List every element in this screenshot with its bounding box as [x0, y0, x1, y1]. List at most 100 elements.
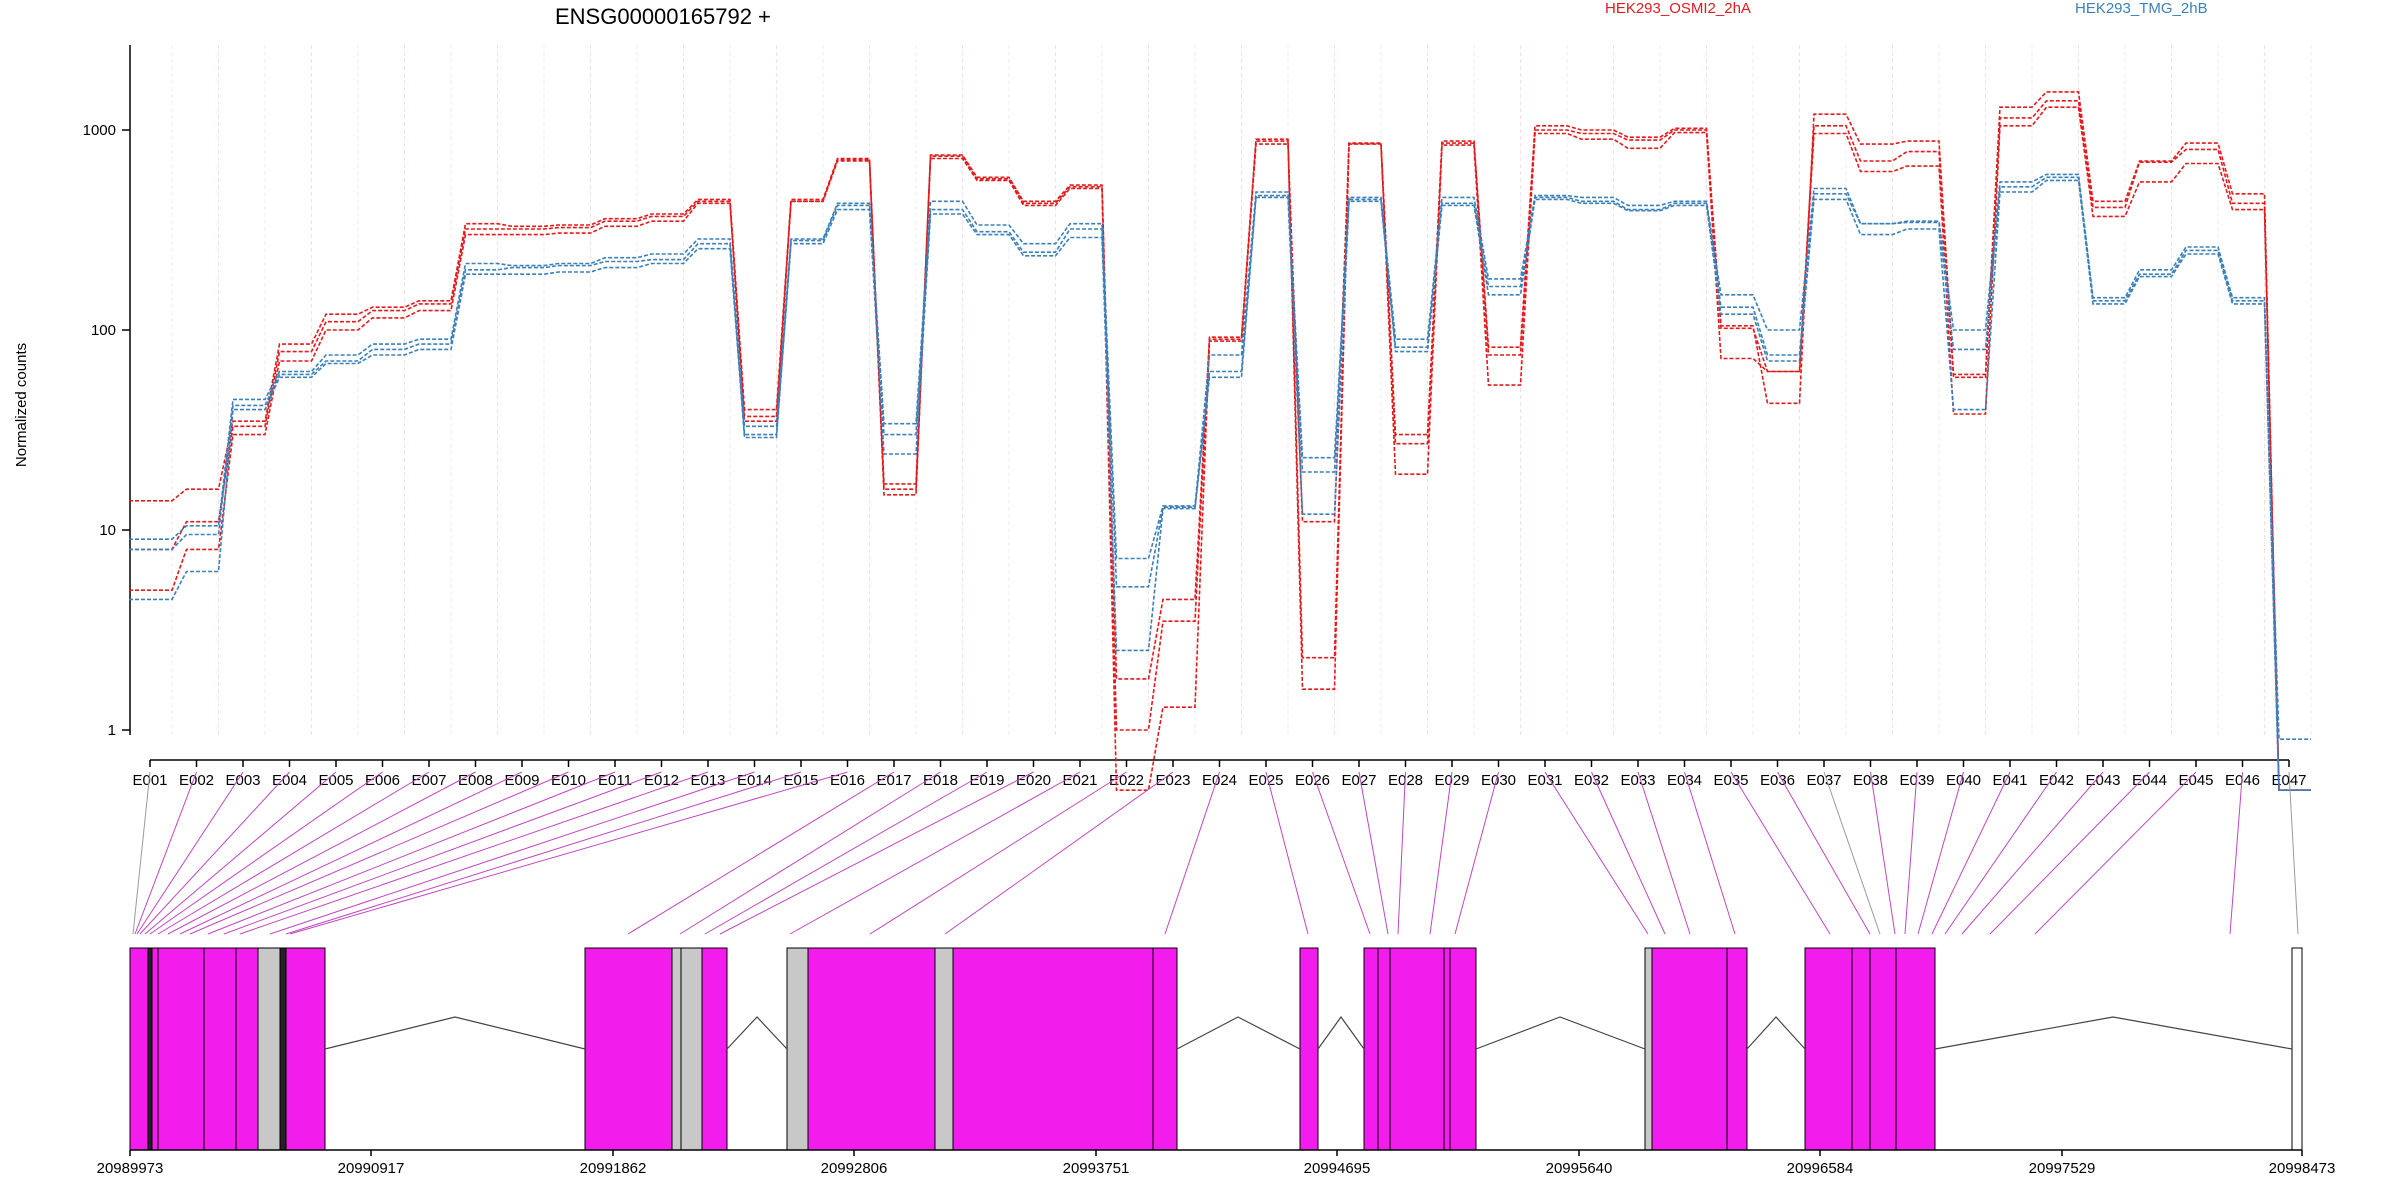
exon-connector: [179, 771, 523, 935]
exon-block: [1443, 947, 1451, 1151]
exon-tick-label: E026: [1295, 772, 1330, 789]
exon-connector: [239, 771, 709, 935]
y-axis-label: Normalized counts: [13, 343, 30, 467]
coordinate-label: 20991862: [580, 1160, 647, 1177]
exon-connector: [1944, 771, 2057, 935]
exon-block: [1377, 947, 1391, 1151]
exon-block: [2291, 947, 2303, 1151]
exon-block: [1299, 947, 1319, 1151]
exon-block: [1389, 947, 1445, 1151]
exon-connector: [269, 771, 755, 935]
exon-connector: [207, 771, 616, 935]
exon-block: [129, 947, 149, 1151]
exon-tick-label: E021: [1062, 772, 1097, 789]
exon-tick-label: E008: [458, 772, 493, 789]
exon-block: [235, 947, 259, 1151]
exon-tick-label: E043: [2085, 772, 2120, 789]
exon-block: [1449, 947, 1477, 1151]
exon-block: [1726, 947, 1748, 1151]
x-axis: E001 E002 E003 E004 E005 E006 E007 E008 E009 E010…: [132, 759, 2307, 789]
series-line: [129, 91, 2311, 791]
series-line: [129, 100, 2311, 791]
exon-connector: [1312, 771, 1371, 935]
exon-connector: [1730, 771, 1831, 935]
exon-connector: [144, 771, 337, 935]
exon-tick-label: E005: [318, 772, 353, 789]
exon-connector: [134, 771, 197, 935]
exon-connector: [1544, 771, 1649, 935]
exon-tick-label: E006: [365, 772, 400, 789]
exon-tick-label: E024: [1202, 772, 1237, 789]
exon-block: [1895, 947, 1936, 1151]
exon-tick-label: E014: [737, 772, 772, 789]
coordinate-label: 20990917: [338, 1160, 405, 1177]
exon-block: [151, 947, 159, 1151]
series-line: [129, 106, 2311, 791]
exon-block: [952, 947, 1154, 1151]
exon-tick-label: E039: [1899, 772, 1934, 789]
exon-connector: [1265, 771, 1309, 935]
exon-tick-label: E019: [969, 772, 1004, 789]
exon-connector: [2229, 771, 2243, 935]
intron-line: [1475, 1016, 1646, 1050]
exon-tick-label: E038: [1853, 772, 1888, 789]
intron-line: [726, 1016, 788, 1050]
exon-connector: [1429, 771, 1453, 935]
exon-connector: [136, 771, 244, 935]
exon-tick-label: E027: [1341, 772, 1376, 789]
exon-tick-label: E037: [1806, 772, 1841, 789]
exon-block: [1363, 947, 1379, 1151]
exon-tick-label: E003: [225, 772, 260, 789]
exon-connector: [149, 771, 383, 935]
exon-connector: [704, 771, 988, 935]
exon-tick-label: E036: [1760, 772, 1795, 789]
legend-entry-tmg: HEK293_TMG_2hB: [2075, 0, 2208, 17]
exon-connector: [1870, 771, 1896, 935]
series-line: [129, 179, 2311, 791]
exon-block: [1804, 947, 1853, 1151]
exon-tick-label: E042: [2039, 772, 2074, 789]
exon-block: [671, 947, 682, 1151]
series-line: [129, 173, 2311, 740]
intron-line: [1746, 1016, 1806, 1050]
exon-tick-label: E022: [1109, 772, 1144, 789]
genomic-coordinate-axis: 20989973 20990917 20991862 20992806 20993751…: [97, 1149, 2336, 1177]
coordinate-label: 20997529: [2029, 1160, 2096, 1177]
coordinate-label: 20992806: [821, 1160, 888, 1177]
exon-connector: [167, 771, 476, 935]
exon-tick-label: E045: [2178, 772, 2213, 789]
exon-tick-label: E002: [179, 772, 214, 789]
coordinate-label: 20998473: [2269, 1160, 2336, 1177]
exon-tick-label: E032: [1574, 772, 1609, 789]
exon-connector: [789, 771, 1081, 935]
exon-connector: [1823, 771, 1881, 935]
exon-connector: [1454, 771, 1499, 935]
exon-block: [157, 947, 205, 1151]
exon-connector: [944, 771, 1174, 935]
exon-connector: [132, 771, 151, 935]
exon-block: [257, 947, 281, 1151]
exon-tick-label: E029: [1434, 772, 1469, 789]
exon-connector: [1164, 771, 1220, 935]
exon-connector: [223, 771, 662, 935]
exon-block: [1152, 947, 1178, 1151]
exon-tick-label: E033: [1620, 772, 1655, 789]
series-lines: [129, 91, 2311, 791]
exon-block: [934, 947, 954, 1151]
exon-tick-label: E018: [923, 772, 958, 789]
exon-connector: [1591, 771, 1666, 935]
exon-connector: [1358, 771, 1389, 935]
chart-title: ENSG00000165792 +: [555, 4, 771, 29]
exon-tick-label: E040: [1946, 772, 1981, 789]
y-tick-label: 1: [108, 722, 116, 739]
exon-connectors: [132, 771, 2299, 935]
exon-block: [807, 947, 936, 1151]
exon-tick-label: E044: [2132, 772, 2167, 789]
exon-connector: [627, 771, 895, 935]
exon-tick-label: E010: [551, 772, 586, 789]
exon-connector: [157, 771, 430, 935]
y-tick-label: 1000: [83, 122, 116, 139]
exon-tick-label: E046: [2225, 772, 2260, 789]
exon-tick-label: E012: [644, 772, 679, 789]
